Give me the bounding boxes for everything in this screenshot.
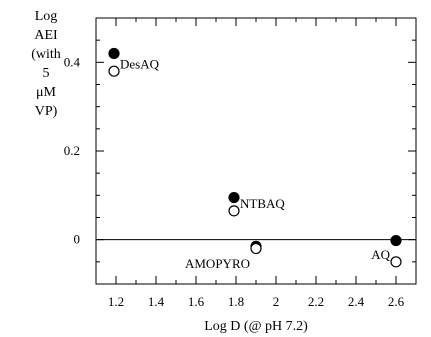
x-tick-label: 1.4 (148, 294, 165, 309)
x-tick-label: 2 (273, 294, 280, 309)
filled-data-point (228, 191, 240, 204)
y-axis-label-line: (with (31, 47, 61, 62)
open-data-point (250, 242, 262, 255)
point-annotations: DesAQ NTBAQ AMOPYRO AQ (120, 57, 391, 271)
point-label: AQ (371, 247, 390, 262)
x-tick-label: 1.6 (188, 294, 205, 309)
y-axis-label-line: 5 (43, 66, 50, 81)
y-axis-label-line: μM (36, 85, 57, 100)
y-tick-label: 0.2 (64, 143, 80, 158)
filled-data-point (390, 234, 402, 247)
x-axis-ticks: 1.2 1.4 1.6 1.8 2 2.2 2.4 2.6 (95, 18, 417, 309)
y-tick-label: 0.4 (64, 54, 81, 69)
point-label: DesAQ (120, 57, 160, 72)
x-tick-label: 2.6 (388, 294, 405, 309)
point-label: NTBAQ (240, 196, 285, 211)
x-tick-label: 2.4 (348, 294, 365, 309)
y-axis-ticks: 0 0.2 0.4 (64, 17, 416, 285)
y-axis-label-line: AEI (34, 28, 58, 43)
x-tick-label: 1.2 (108, 294, 124, 309)
y-tick-label: 0 (74, 232, 81, 247)
y-axis-label-line: Log (35, 9, 58, 24)
y-axis-label-line: VP) (35, 104, 58, 119)
point-label: AMOPYRO (185, 256, 250, 271)
x-tick-label: 2.2 (308, 294, 324, 309)
y-axis-label: Log AEI (with 5 μM VP) (31, 9, 61, 119)
data-points (108, 47, 402, 268)
x-axis-label: Log D (@ pH 7.2) (204, 319, 308, 334)
x-tick-label: 1.8 (228, 294, 244, 309)
open-data-point (108, 65, 120, 77)
filled-data-point (108, 47, 120, 60)
open-data-point (228, 205, 240, 217)
open-data-point (390, 256, 402, 268)
